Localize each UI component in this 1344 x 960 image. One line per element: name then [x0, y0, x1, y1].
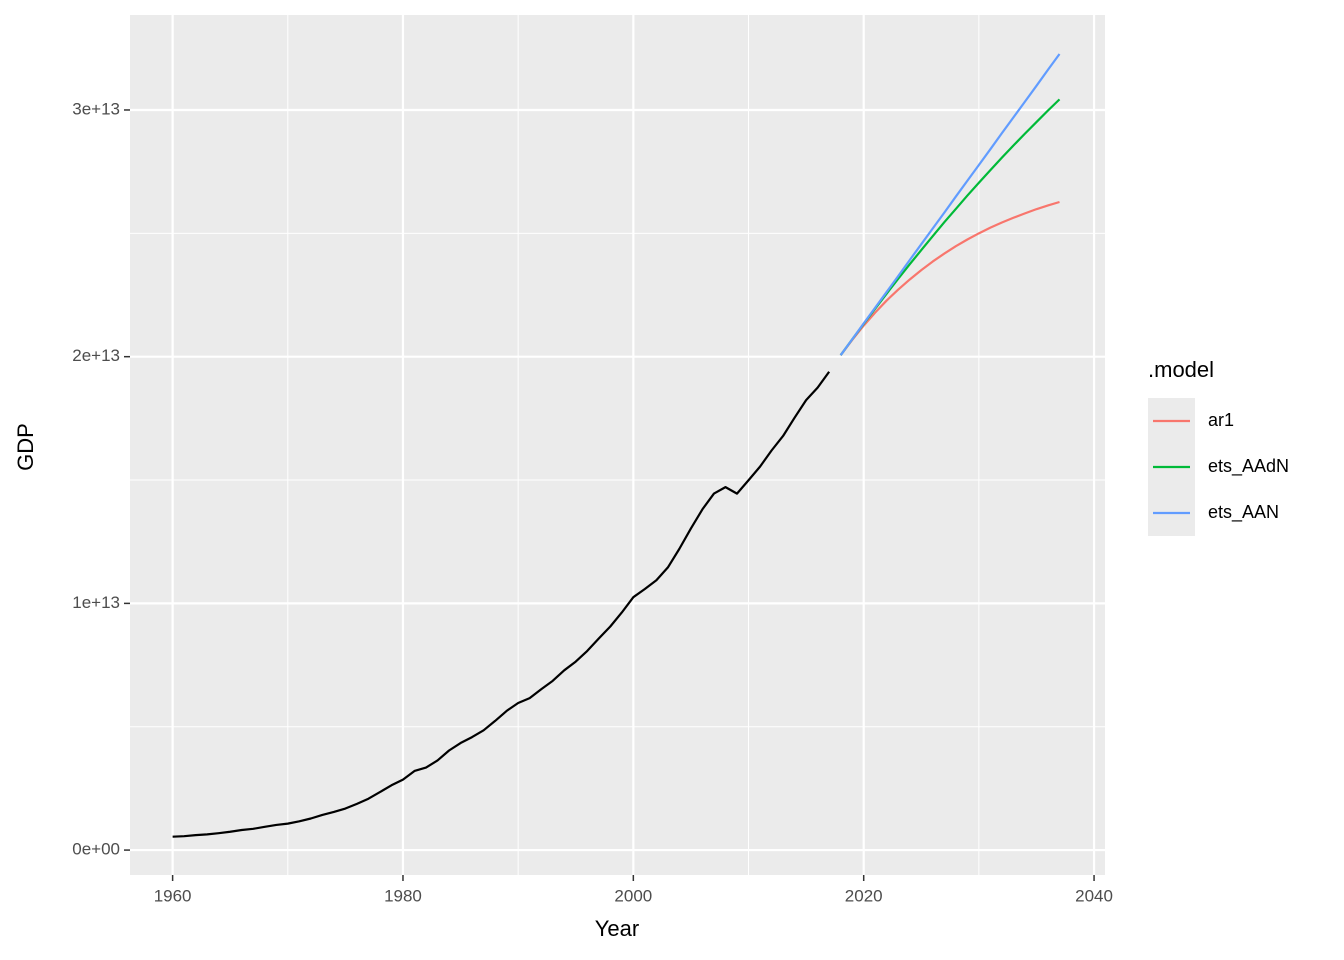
x-axis-title: Year [595, 916, 639, 941]
panel [130, 15, 1105, 875]
legend: ar1 ets_AAdN ets_AAN [1148, 398, 1289, 536]
x-tick-label: 2020 [845, 886, 883, 905]
x-tick-label: 2000 [614, 886, 652, 905]
series-line [172, 371, 831, 838]
series-line [839, 53, 1061, 356]
x-tick-label: 2040 [1075, 886, 1113, 905]
grid [130, 15, 1105, 875]
series-line [839, 200, 1060, 356]
y-tick-label: 0e+00 [72, 840, 120, 859]
legend-title: .model [1148, 357, 1214, 382]
y-tick-label: 3e+13 [72, 99, 120, 118]
legend-label: ets_AAdN [1208, 456, 1289, 477]
x-tick-label: 1980 [384, 886, 422, 905]
y-tick-label: 1e+13 [72, 593, 120, 612]
y-tick-label: 2e+13 [72, 346, 120, 365]
y-axis-title: GDP [13, 423, 38, 471]
lines [172, 53, 1061, 838]
x-tick-label: 1960 [154, 886, 192, 905]
legend-label: ar1 [1208, 410, 1234, 430]
axes: 1960 1980 2000 2020 2040 0e+00 1e+13 2e+13 3e+13 [72, 99, 1113, 905]
legend-label: ets_AAN [1208, 502, 1279, 523]
